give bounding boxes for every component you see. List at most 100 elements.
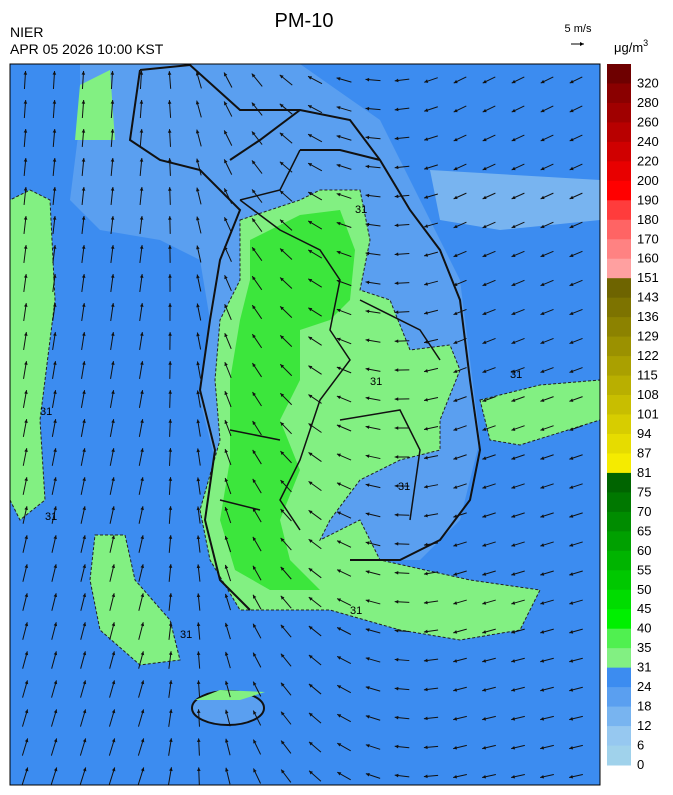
wind-arrow [196,332,202,350]
wind-arrow [252,449,262,465]
wind-arrow [365,367,381,372]
wind-arrow-head [365,251,370,256]
wind-arrow-head [24,680,29,685]
wind-arrow-head [252,189,256,194]
wind-arrow-head [394,542,399,546]
wind-arrow-head [23,216,28,220]
wind-arrow [511,541,525,547]
wind-arrow [252,507,262,523]
wind-arrow-head [195,100,200,105]
wind-arrow-head [279,74,284,79]
wind-arrow [21,738,29,756]
wind-arrow-head [423,774,428,779]
wind-arrow-head [394,165,399,170]
wind-arrow [51,477,57,495]
wind-arrow-head [140,593,145,598]
wind-arrow-head [336,106,341,110]
wind-arrow [307,220,323,230]
wind-arrow-head [252,565,257,570]
wind-arrow [423,455,439,460]
wind-arrow-head [253,681,257,686]
wind-arrow [224,361,232,379]
wind-arrow-head [168,506,173,510]
wind-arrow-head [423,484,428,489]
wind-arrow-head [23,129,28,133]
wind-arrow [81,216,86,234]
wind-arrow [540,657,554,663]
colorbar-segment [607,609,631,630]
wind-arrow-head [365,599,370,603]
wind-arrow [252,420,262,436]
wind-arrow [138,680,145,698]
wind-arrow [423,309,439,315]
colorbar-segment [607,336,631,357]
zone-west [10,189,56,521]
wind-arrow-head [81,245,86,249]
wind-arrow-head [110,303,115,307]
wind-arrow [251,160,263,174]
wind-arrow-head [53,332,57,336]
wind-arrow [423,687,439,692]
wind-arrow [80,593,87,611]
wind-arrow [81,128,86,148]
wind-arrow-head [308,365,313,370]
wind-arrow [423,600,439,605]
wind-arrow-head [168,332,172,336]
wind-arrow-head [110,245,115,249]
colorbar-label: 101 [637,407,659,422]
wind-arrow [51,651,58,669]
wind-arrow [453,76,467,84]
wind-arrow-head [196,448,201,453]
wind-arrow-head [280,335,285,340]
wind-arrow-head [365,309,370,314]
wind-arrow-head [140,390,144,394]
wind-arrow [394,165,410,170]
wind-arrow [110,157,115,177]
wind-arrow-head [423,542,428,547]
wind-arrow [108,709,116,727]
wind-arrow-head [252,478,257,483]
colorbar-label: 18 [637,699,651,714]
wind-arrow [138,477,144,495]
wind-arrow [168,709,173,727]
wind-arrow-head [139,187,144,191]
wind-arrow [511,367,525,373]
wind-arrow [569,744,583,750]
wind-arrow-head [82,738,87,743]
wind-scale-arrow [571,42,584,46]
wind-arrow [308,336,322,346]
wind-arrow [51,593,58,611]
wind-arrow [540,425,554,431]
contour-label: 31 [45,511,57,523]
wind-arrow-head [224,362,228,367]
colorbar-segment [607,219,631,240]
wind-arrow-head [540,514,545,518]
wind-arrow-head [308,481,313,485]
wind-arrow-head [337,627,342,631]
wind-arrow-head [569,630,574,634]
wind-arrow [196,622,201,640]
wind-arrow-head [252,218,256,223]
wind-arrow-head [308,220,313,225]
wind-arrow [511,250,525,258]
wind-arrow [423,542,439,547]
wind-arrow [279,392,293,406]
wind-arrow-head [308,452,313,456]
colorbar-segment [607,414,631,435]
wind-arrow-head [224,709,229,714]
wind-arrow [511,76,525,84]
wind-arrow [424,106,438,112]
wind-arrow-head [394,455,399,459]
wind-arrow [308,307,322,317]
wind-arrow-head [111,709,116,714]
wind-arrow [139,99,144,119]
wind-arrow-head [511,166,516,171]
wind-arrow [252,710,262,726]
wind-arrow-head [365,628,370,632]
wind-arrow [138,448,144,466]
wind-arrow [138,419,144,437]
wind-arrow [139,157,144,177]
colorbar-segment [607,297,631,318]
wind-arrow [279,74,293,86]
